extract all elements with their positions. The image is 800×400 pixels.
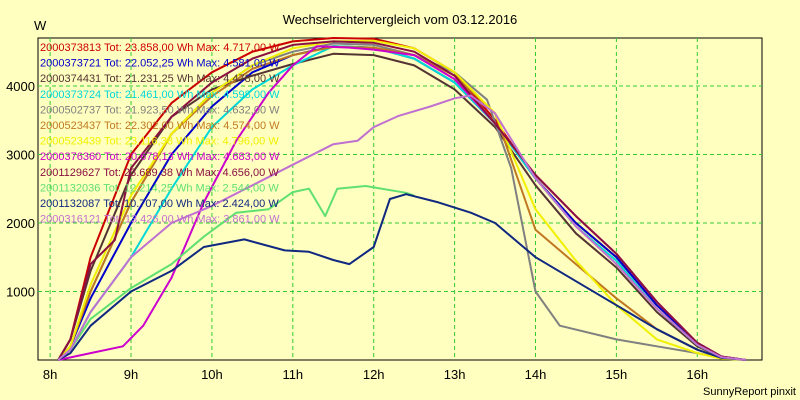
y-tick-label: 2000 (6, 216, 35, 231)
x-tick-label: 14h (525, 367, 547, 382)
y-tick-label: 1000 (6, 284, 35, 299)
legend-entry-1: 2000373813 Tot: 23.858,00 Wh Max: 4.717,… (40, 42, 280, 54)
series-lines (57, 37, 746, 361)
series-line-12 (57, 94, 746, 361)
y-axis-ticks: 1000 2000 3000 4000 (6, 79, 35, 300)
x-tick-label: 13h (444, 367, 466, 382)
series-line-7 (57, 39, 746, 361)
legend-entry-2: 2000373721 Tot: 22.052,25 Wh Max: 4.581,… (40, 58, 280, 70)
x-tick-label: 10h (201, 367, 223, 382)
x-tick-label: 8h (43, 367, 57, 382)
series-line-3 (57, 52, 746, 361)
x-tick-label: 9h (124, 367, 138, 382)
series-line-9 (57, 40, 746, 361)
legend-entry-10: 2001132036 Tot: 12.214,25 Wh Max: 2.544,… (40, 182, 279, 194)
legend: 2000373813 Tot: 23.858,00 Wh Max: 4.717,… (40, 42, 280, 226)
y-tick-label: 3000 (6, 147, 35, 162)
legend-entry-5: 2000502737 Tot: 21.923,50 Wh Max: 4.632,… (40, 104, 280, 116)
x-tick-label: 15h (606, 367, 628, 382)
plot-area (37, 37, 763, 361)
y-tick-label: 4000 (6, 79, 35, 94)
legend-entry-9: 2001129627 Tot: 23.689,38 Wh Max: 4.656,… (40, 167, 279, 179)
footer-credit: SunnyReport pinxit (703, 386, 796, 398)
y-axis-unit: W (34, 18, 47, 33)
legend-entry-12: 2000316121 Tot: 13.426,00 Wh Max: 3.861,… (40, 214, 280, 226)
series-line-10 (57, 185, 415, 361)
x-tick-label: 12h (363, 367, 385, 382)
legend-entry-3: 2000374431 Tot: 21.231,25 Wh Max: 4.478,… (40, 73, 280, 85)
series-line-11 (57, 193, 746, 361)
legend-entry-4: 2000373724 Tot: 21.461,00 Wh Max: 4.598,… (40, 89, 280, 101)
x-axis-ticks: 8h 9h 10h 11h 12h 13h 14h 15h 16h (43, 367, 708, 382)
x-tick-label: 16h (686, 367, 708, 382)
legend-entry-6: 2000523437 Tot: 22.302,00 Wh Max: 4.574,… (40, 120, 280, 132)
chart-title: Wechselrichtervergleich vom 03.12.2016 (283, 12, 518, 27)
x-tick-label: 11h (282, 367, 303, 382)
legend-entry-11: 2001132087 Tot: 10.707,00 Wh Max: 2.424,… (40, 198, 279, 210)
legend-entry-8: 2000376360 Tot: 20.678,13 Wh Max: 4.683,… (40, 151, 280, 163)
legend-entry-7: 2000523439 Tot: 23.116,38 Wh Max: 4.796,… (40, 136, 279, 148)
